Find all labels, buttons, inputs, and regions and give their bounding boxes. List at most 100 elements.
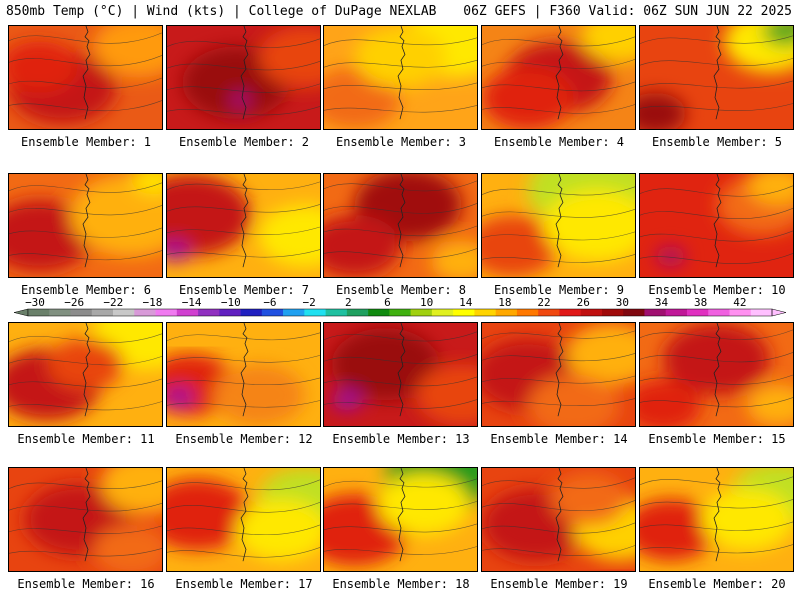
ensemble-map-panel (639, 322, 794, 427)
height-contour (482, 254, 635, 263)
colorbar-segment (346, 309, 369, 316)
ensemble-member-label: Ensemble Member: 2 (178, 135, 310, 149)
temperature-field-map (324, 323, 477, 426)
height-contour (482, 209, 635, 218)
map-title: 850mb Temp (°C) | Wind (kts) | College o… (6, 4, 437, 19)
temperature-region (543, 189, 635, 262)
ensemble-member-label: Ensemble Member: 12 (175, 432, 313, 446)
colorbar-segment (155, 309, 178, 316)
ensemble-member-label: Ensemble Member: 5 (651, 135, 783, 149)
colorbar-tick-label: −6 (263, 296, 276, 309)
height-contour (324, 105, 477, 113)
height-contour (9, 250, 162, 261)
ensemble-member-label: Ensemble Member: 19 (490, 577, 628, 591)
colorbar-segment (389, 309, 411, 316)
colorbar-segment (283, 309, 305, 316)
height-contour (324, 37, 477, 46)
colorbar-tick-label: 14 (459, 296, 473, 309)
ensemble-map-panel (166, 173, 321, 278)
coastline (240, 26, 249, 120)
colorbar-tick-label: 34 (655, 296, 669, 309)
temperature-field-map (640, 174, 793, 277)
coastline (555, 468, 564, 562)
colorbar-segment (453, 309, 475, 316)
temperature-field-map (167, 323, 320, 426)
height-contour (167, 377, 320, 386)
temperature-region (747, 174, 793, 205)
coastline (555, 323, 564, 417)
height-contour (482, 330, 635, 339)
ensemble-map-panel (481, 25, 636, 130)
temperature-region (655, 246, 686, 267)
ensemble-member-label: Ensemble Member: 3 (335, 135, 467, 149)
temperature-field-map (640, 26, 793, 129)
colorbar-tick-label: 18 (498, 296, 511, 309)
colorbar-segment (28, 309, 50, 316)
colorbar-right-arrow (771, 308, 787, 317)
ensemble-map-panel (481, 322, 636, 427)
colorbar-segment (431, 309, 454, 316)
height-contour (324, 478, 477, 488)
height-contour (324, 546, 477, 555)
colorbar-segment (601, 309, 624, 316)
ensemble-member-label: Ensemble Member: 6 (20, 283, 152, 297)
colorbar-segment (559, 309, 581, 316)
height-contour (167, 226, 320, 235)
height-contour (640, 476, 793, 486)
colorbar-tick-label: 22 (537, 296, 550, 309)
colorbar-tick-label: −10 (221, 296, 241, 309)
temperature-region (258, 26, 320, 88)
height-contour (9, 356, 162, 366)
temperature-field-map (640, 323, 793, 426)
colorbar-segment (113, 309, 135, 316)
temperature-region (167, 478, 252, 551)
height-contour (640, 35, 793, 44)
colorbar-segment (325, 309, 348, 316)
temperature-region (235, 498, 320, 561)
colorbar-segment (304, 309, 326, 316)
temperature-region (231, 93, 250, 107)
temperature-region (701, 488, 793, 551)
ensemble-map-panel (8, 322, 163, 427)
ensemble-map-panel (166, 322, 321, 427)
height-contour (482, 231, 635, 241)
ensemble-member-label: Ensemble Member: 14 (490, 432, 628, 446)
height-contour (640, 103, 793, 111)
height-contour (324, 376, 477, 387)
temperature-region (47, 338, 124, 390)
temperature-region (93, 524, 162, 571)
height-contour (9, 548, 162, 557)
temperature-region (377, 473, 470, 535)
height-contour (167, 61, 320, 71)
colorbar-segment (516, 309, 539, 316)
height-contour (9, 525, 162, 534)
height-contour (9, 333, 162, 343)
height-contour (482, 81, 635, 92)
height-contour (640, 521, 793, 531)
height-contour (167, 355, 320, 363)
ensemble-map-panel (639, 25, 794, 130)
colorbar-segment (644, 309, 667, 316)
colorbar-segment (91, 309, 114, 316)
temperature-field-map (324, 174, 477, 277)
height-contour (167, 502, 320, 513)
colorbar-segment (176, 309, 199, 316)
temperature-region (640, 498, 717, 561)
colorbar-tick-label: 42 (733, 296, 746, 309)
height-contour (640, 544, 793, 554)
temperature-region (747, 384, 793, 426)
colorbar-left-arrow (13, 308, 29, 317)
ensemble-member-label: Ensemble Member: 17 (175, 577, 313, 591)
colorbar-segment (49, 309, 71, 316)
height-contour (167, 547, 320, 558)
height-contour (324, 354, 477, 364)
colorbar-segment (686, 309, 709, 316)
temperature-region (167, 174, 252, 257)
colorbar-tick-label: 38 (694, 296, 707, 309)
temperature-field-map (482, 26, 635, 129)
ensemble-member-label: Ensemble Member: 10 (648, 283, 786, 297)
height-contour (482, 353, 635, 362)
height-contour (640, 80, 793, 89)
height-contour (167, 38, 320, 48)
ensemble-map-panel (8, 25, 163, 130)
